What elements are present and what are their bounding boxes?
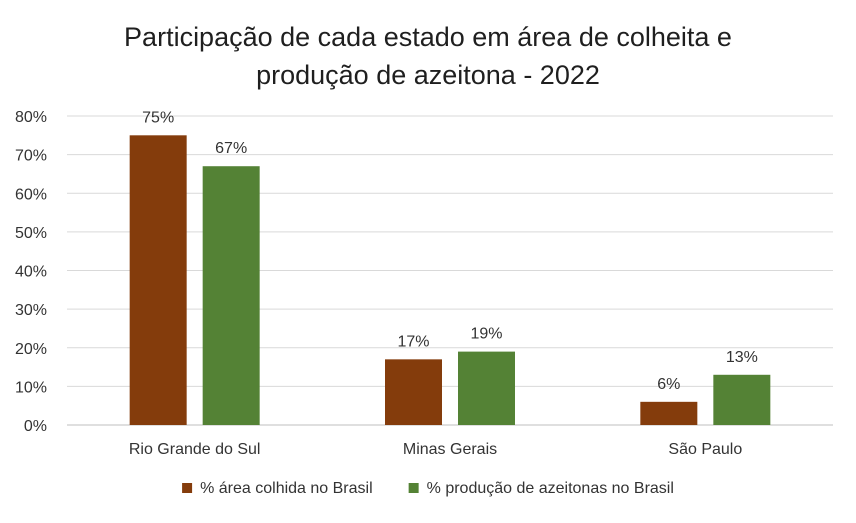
data-label: 17% [397, 333, 429, 350]
data-label: 75% [142, 109, 174, 126]
x-category-label: São Paulo [668, 441, 742, 458]
y-axis-tick-labels: 0% 10% 20% 30% 40% 50% 60% 70% 80% [15, 109, 47, 435]
bar [202, 166, 260, 425]
y-tick-label: 20% [15, 341, 47, 358]
data-label: 19% [470, 326, 502, 343]
legend-label: % área colhida no Brasil [200, 480, 373, 497]
bars [129, 135, 771, 425]
y-tick-label: 40% [15, 264, 47, 281]
chart-title-line-2: produção de azeitona - 2022 [256, 60, 600, 90]
legend-item: % produção de azeitonas no Brasil [408, 480, 674, 497]
legend-swatch [182, 483, 193, 493]
legend-item: % área colhida no Brasil [182, 480, 373, 497]
y-tick-label: 0% [24, 418, 47, 435]
y-tick-label: 70% [15, 148, 47, 165]
bar [129, 135, 187, 425]
x-axis-category-labels: Rio Grande do Sul Minas Gerais São Paulo [129, 441, 743, 458]
data-label: 6% [657, 376, 680, 393]
data-labels: 75% 67% 17% 19% 6% 13% [142, 109, 758, 393]
legend-swatch [408, 483, 419, 493]
y-tick-label: 50% [15, 225, 47, 242]
y-tick-label: 80% [15, 109, 47, 126]
bar [385, 359, 442, 425]
chart-title-line-1: Participação de cada estado em área de c… [124, 22, 732, 52]
bar [458, 351, 515, 425]
x-category-label: Minas Gerais [403, 441, 497, 458]
legend-label: % produção de azeitonas no Brasil [427, 480, 674, 497]
legend: % área colhida no Brasil % produção de az… [182, 480, 674, 497]
y-tick-label: 60% [15, 186, 47, 203]
y-tick-label: 10% [15, 379, 47, 396]
data-label: 13% [726, 349, 758, 366]
bar [713, 374, 771, 425]
chart-title: Participação de cada estado em área de c… [124, 22, 732, 90]
bar [640, 401, 698, 425]
gridlines [67, 115, 833, 426]
x-category-label: Rio Grande do Sul [129, 441, 261, 458]
data-label: 67% [215, 140, 247, 157]
y-tick-label: 30% [15, 302, 47, 319]
